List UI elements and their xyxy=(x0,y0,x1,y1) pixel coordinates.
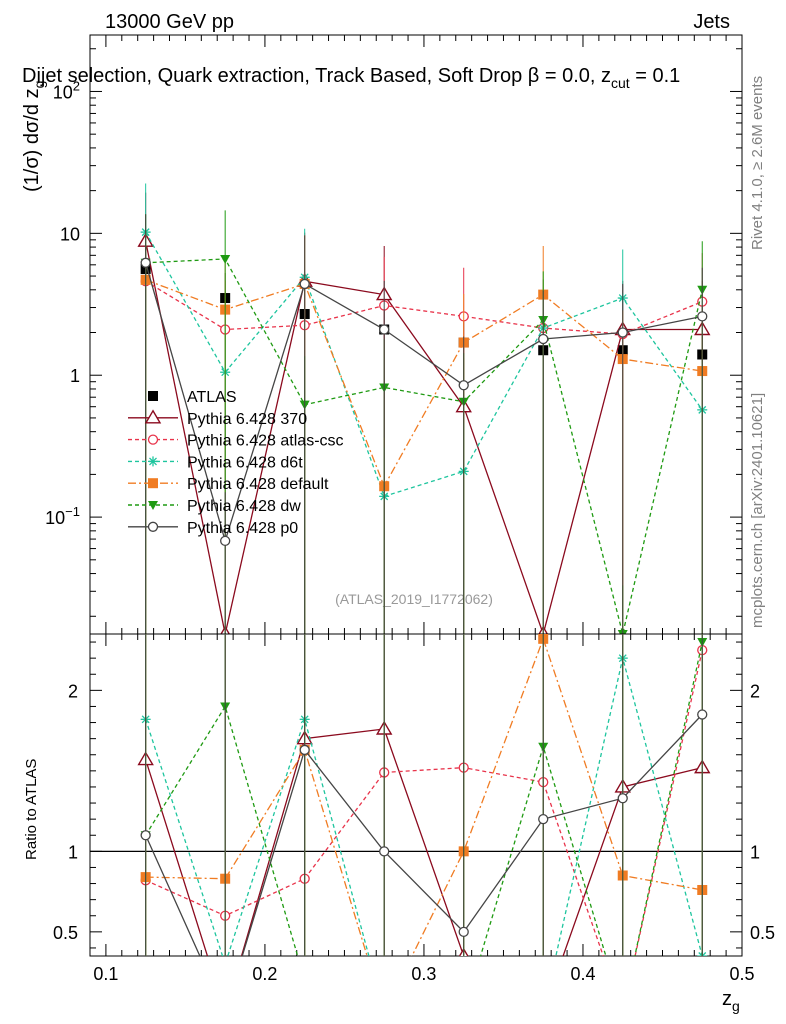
x-axis-label: zg xyxy=(722,988,740,1014)
ratio-y-tick-label: 1 xyxy=(68,842,78,862)
rivet-version-label: Rivet 4.1.0, ≥ 2.6M events xyxy=(749,76,766,250)
legend-item: Pythia 6.428 dw xyxy=(128,498,301,515)
x-tick-label: 0.4 xyxy=(570,964,595,984)
ratio-series-pythia-6-428-p0 xyxy=(140,634,708,956)
main-frame xyxy=(89,34,743,635)
ratio-series-line xyxy=(145,657,703,956)
ratio-data-point xyxy=(617,793,628,804)
main-panel: 10−1 1 10 102 (ATLAS_2019_I1772062) xyxy=(45,34,743,635)
legend-item: Pythia 6.428 p0 xyxy=(128,520,298,537)
data-point xyxy=(299,278,310,290)
legend-item: Pythia 6.428 370 xyxy=(128,409,307,428)
data-point xyxy=(379,324,390,335)
ratio-data-point xyxy=(299,744,310,756)
x-tick-label: 0.1 xyxy=(93,964,118,984)
ratio-data-point xyxy=(140,830,151,841)
data-point xyxy=(617,327,628,338)
series-pythia-6-428-p0 xyxy=(140,214,708,634)
ratio-data-point xyxy=(379,846,390,857)
legend-label: Pythia 6.428 d6t xyxy=(187,454,303,471)
legend-item: Pythia 6.428 atlas-csc xyxy=(128,433,344,450)
mcplots-url-label: mcplots.cern.ch [arXiv:2401.10621] xyxy=(749,393,766,628)
ratio-y-tick-label: 2 xyxy=(68,681,78,701)
legend-marker xyxy=(144,409,162,424)
legend-label: Pythia 6.428 default xyxy=(187,476,329,493)
main-y-tick-label: 1 xyxy=(70,366,80,386)
legend-marker xyxy=(148,391,158,401)
series-line xyxy=(145,279,703,488)
legend-marker xyxy=(147,434,159,445)
ratio-series-line xyxy=(145,636,703,956)
legend-marker xyxy=(147,521,159,532)
data-point xyxy=(538,333,549,345)
main-y-axis-label: (1/σ) dσ/d zg xyxy=(21,81,47,192)
legend-label: ATLAS xyxy=(187,389,237,406)
ratio-data-point xyxy=(458,926,469,937)
main-y-tick-label: 10 xyxy=(60,224,80,244)
ratio-y-tick-label-right: 1 xyxy=(750,842,760,862)
legend-marker xyxy=(148,501,158,510)
data-point xyxy=(220,535,231,547)
x-tick-label: 0.2 xyxy=(252,964,277,984)
main-y-tick-label: 10−1 xyxy=(45,504,80,528)
data-point xyxy=(140,257,151,268)
legend-marker xyxy=(148,456,158,467)
legend-label: Pythia 6.428 370 xyxy=(187,411,307,428)
x-tick-label: 0.3 xyxy=(411,964,436,984)
plot-title: Dijet selection, Quark extraction, Track… xyxy=(22,65,680,91)
ratio-data-point xyxy=(538,814,549,825)
legend-label: Pythia 6.428 dw xyxy=(187,498,301,515)
series-line xyxy=(145,280,703,335)
legend-item: Pythia 6.428 d6t xyxy=(128,454,303,471)
ratio-frame xyxy=(89,633,743,957)
legend: ATLAS Pythia 6.428 370 Pythia 6.428 atlas-… xyxy=(128,389,344,537)
ratio-y-tick-label: 0.5 xyxy=(53,923,78,943)
ratio-series-line xyxy=(145,714,703,956)
ratio-y-tick-label-right: 2 xyxy=(750,681,760,701)
series-line xyxy=(145,231,703,498)
legend-item: ATLAS xyxy=(148,389,237,406)
header-right-label: Jets xyxy=(693,11,730,33)
legend-label: Pythia 6.428 p0 xyxy=(187,520,298,537)
ratio-data-point xyxy=(697,709,708,720)
legend-label: Pythia 6.428 atlas-csc xyxy=(187,433,344,450)
data-point xyxy=(697,311,708,322)
ratio-series-line xyxy=(145,641,703,956)
analysis-watermark: (ATLAS_2019_I1772062) xyxy=(335,591,493,607)
x-tick-label: 0.5 xyxy=(729,964,754,984)
data-point xyxy=(220,254,231,264)
ratio-series-line xyxy=(145,728,703,956)
legend-marker xyxy=(148,478,158,489)
series-line xyxy=(145,262,703,544)
ratio-y-axis-label: Ratio to ATLAS xyxy=(23,759,40,860)
main-y-tick-label: 102 xyxy=(53,78,80,102)
data-point xyxy=(458,380,469,391)
header-left-label: 13000 GeV pp xyxy=(105,11,234,33)
ratio-panel: 0.1 0.2 0.3 0.4 0.5 0.5 0.5 1 1 2 2 xyxy=(53,633,775,984)
legend-item: Pythia 6.428 default xyxy=(128,476,329,493)
series-line xyxy=(145,241,703,634)
ratio-series-line xyxy=(145,649,703,956)
series-line xyxy=(145,258,703,634)
ratio-y-tick-label-right: 0.5 xyxy=(750,923,775,943)
